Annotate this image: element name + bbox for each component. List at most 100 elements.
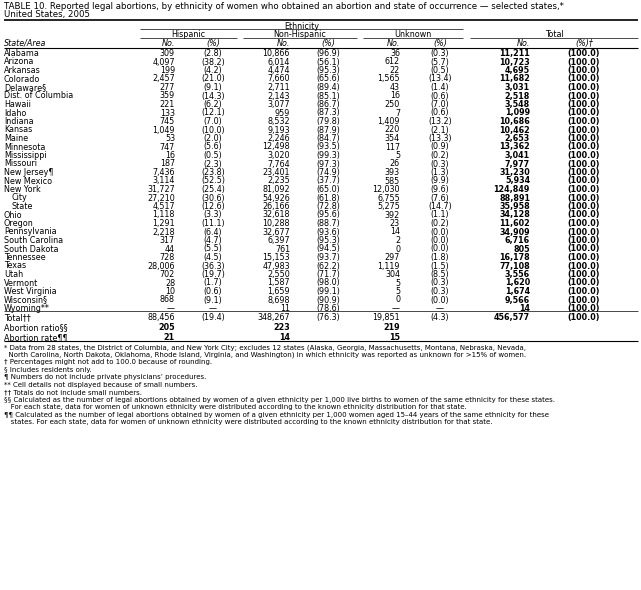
Text: (19.7): (19.7) <box>201 270 225 279</box>
Text: 11: 11 <box>280 304 290 313</box>
Text: (100.0): (100.0) <box>568 168 600 177</box>
Text: (100.0): (100.0) <box>568 143 600 152</box>
Text: Vermont: Vermont <box>4 278 38 287</box>
Text: 205: 205 <box>158 323 175 332</box>
Text: (4.2): (4.2) <box>204 66 222 75</box>
Text: 5,934: 5,934 <box>505 176 530 185</box>
Text: (65.0): (65.0) <box>316 185 340 194</box>
Text: (13.2): (13.2) <box>428 117 452 126</box>
Text: 392: 392 <box>385 211 400 219</box>
Text: 761: 761 <box>275 244 290 254</box>
Text: 959: 959 <box>274 109 290 117</box>
Text: ¶¶ Calculated as the number of legal abortions obtained by women of a given ethn: ¶¶ Calculated as the number of legal abo… <box>4 412 549 418</box>
Text: Indiana: Indiana <box>4 117 33 126</box>
Text: 0: 0 <box>395 296 400 304</box>
Text: 16,178: 16,178 <box>499 253 530 262</box>
Text: 1,674: 1,674 <box>505 287 530 296</box>
Text: Hawaii: Hawaii <box>4 100 31 109</box>
Text: Idaho: Idaho <box>4 109 26 117</box>
Text: (100.0): (100.0) <box>568 270 600 279</box>
Text: (100.0): (100.0) <box>568 49 600 58</box>
Text: 12,498: 12,498 <box>262 143 290 152</box>
Text: 28,006: 28,006 <box>147 261 175 270</box>
Text: 26,166: 26,166 <box>263 202 290 211</box>
Text: (100.0): (100.0) <box>568 126 600 135</box>
Text: (1.4): (1.4) <box>431 83 449 92</box>
Text: 4,097: 4,097 <box>153 57 175 67</box>
Text: (0.0): (0.0) <box>431 228 449 237</box>
Text: 35,958: 35,958 <box>499 202 530 211</box>
Text: 7,660: 7,660 <box>267 74 290 84</box>
Text: (100.0): (100.0) <box>568 117 600 126</box>
Text: 27,210: 27,210 <box>147 194 175 202</box>
Text: 53: 53 <box>165 134 175 143</box>
Text: (94.5): (94.5) <box>316 244 340 254</box>
Text: 1,099: 1,099 <box>505 109 530 117</box>
Text: 12,030: 12,030 <box>372 185 400 194</box>
Text: 277: 277 <box>160 83 175 92</box>
Text: North Carolina, North Dakota, Oklahoma, Rhode Island, Virginia, and Washington) : North Carolina, North Dakota, Oklahoma, … <box>4 352 526 358</box>
Text: 1,620: 1,620 <box>504 278 530 287</box>
Text: (9.1): (9.1) <box>204 83 222 92</box>
Text: Texas: Texas <box>4 261 26 270</box>
Text: (100.0): (100.0) <box>568 176 600 185</box>
Text: Wisconsin§: Wisconsin§ <box>4 296 48 304</box>
Text: (2.3): (2.3) <box>204 159 222 169</box>
Text: 2,457: 2,457 <box>153 74 175 84</box>
Text: (100.0): (100.0) <box>568 228 600 237</box>
Text: (3.3): (3.3) <box>204 211 222 219</box>
Text: (30.6): (30.6) <box>201 194 225 202</box>
Text: (25.4): (25.4) <box>201 185 225 194</box>
Text: —: — <box>436 304 444 313</box>
Text: (100.0): (100.0) <box>568 253 600 262</box>
Text: Mississippi: Mississippi <box>4 151 47 160</box>
Text: (100.0): (100.0) <box>568 313 600 322</box>
Text: 32,618: 32,618 <box>263 211 290 219</box>
Text: 3,114: 3,114 <box>153 176 175 185</box>
Text: 16: 16 <box>165 151 175 160</box>
Text: —: — <box>167 304 175 313</box>
Text: (85.1): (85.1) <box>316 91 340 100</box>
Text: 702: 702 <box>160 270 175 279</box>
Text: 10,462: 10,462 <box>499 126 530 135</box>
Text: (61.8): (61.8) <box>316 194 340 202</box>
Text: 15: 15 <box>389 333 400 342</box>
Text: No.: No. <box>387 39 400 48</box>
Text: (100.0): (100.0) <box>568 100 600 109</box>
Text: (1.1): (1.1) <box>431 211 449 219</box>
Text: ¶ Numbers do not include private physicians’ procedures.: ¶ Numbers do not include private physici… <box>4 374 206 380</box>
Text: (23.8): (23.8) <box>201 168 225 177</box>
Text: Hispanic: Hispanic <box>171 30 206 39</box>
Text: United States, 2005: United States, 2005 <box>4 10 90 19</box>
Text: (5.5): (5.5) <box>204 244 222 254</box>
Text: State/Area: State/Area <box>4 39 46 48</box>
Text: (93.5): (93.5) <box>316 143 340 152</box>
Text: —: — <box>392 304 400 313</box>
Text: (5.7): (5.7) <box>431 57 449 67</box>
Text: 393: 393 <box>385 168 400 177</box>
Text: 14: 14 <box>519 304 530 313</box>
Text: (0.3): (0.3) <box>431 159 449 169</box>
Text: (79.8): (79.8) <box>316 117 340 126</box>
Text: (100.0): (100.0) <box>568 278 600 287</box>
Text: 868: 868 <box>160 296 175 304</box>
Text: 354: 354 <box>385 134 400 143</box>
Text: (37.7): (37.7) <box>316 176 340 185</box>
Text: 0: 0 <box>395 244 400 254</box>
Text: 7: 7 <box>395 109 400 117</box>
Text: Minnesota: Minnesota <box>4 143 46 152</box>
Text: Colorado: Colorado <box>4 74 40 84</box>
Text: 745: 745 <box>160 117 175 126</box>
Text: (4.7): (4.7) <box>204 236 222 245</box>
Text: 250: 250 <box>385 100 400 109</box>
Text: 1,049: 1,049 <box>153 126 175 135</box>
Text: (6.4): (6.4) <box>204 228 222 237</box>
Text: (76.3): (76.3) <box>316 313 340 322</box>
Text: 15,153: 15,153 <box>262 253 290 262</box>
Text: (78.6): (78.6) <box>316 304 340 313</box>
Text: (19.4): (19.4) <box>201 313 225 322</box>
Text: 8,532: 8,532 <box>267 117 290 126</box>
Text: 199: 199 <box>160 66 175 75</box>
Text: (7.6): (7.6) <box>431 194 449 202</box>
Text: Alabama: Alabama <box>4 49 40 58</box>
